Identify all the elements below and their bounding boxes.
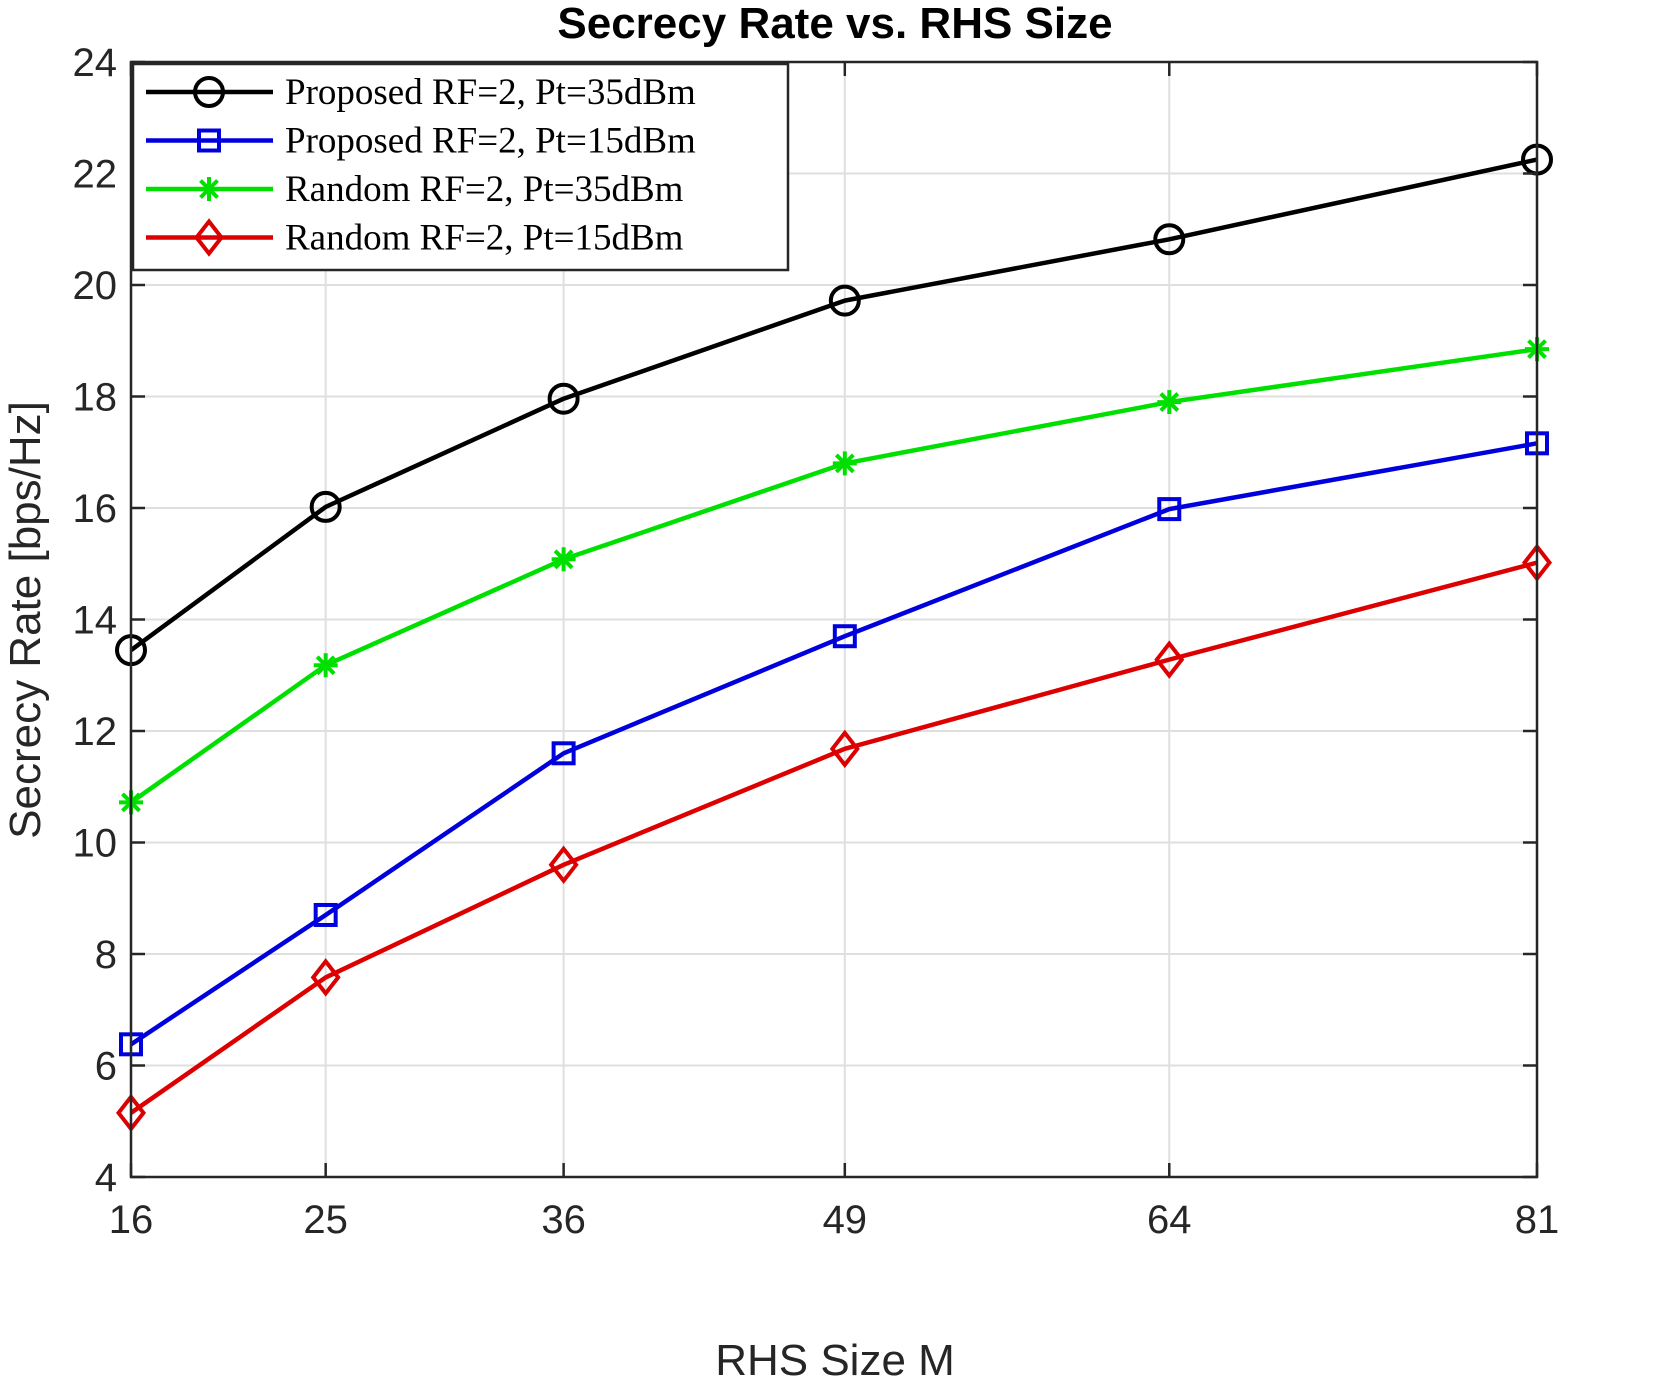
y-tick-label: 8 xyxy=(95,933,117,977)
y-tick-label: 20 xyxy=(73,264,118,308)
series-3 xyxy=(115,543,1553,1133)
chart-title: Secrecy Rate vs. RHS Size xyxy=(557,0,1112,48)
star-stroke xyxy=(315,655,336,676)
data-point xyxy=(310,958,341,997)
legend-label: Random RF=2, Pt=15dBm xyxy=(285,218,684,259)
y-tick-label: 6 xyxy=(95,1045,117,1089)
data-point xyxy=(309,490,342,523)
legend-label: Proposed RF=2, Pt=15dBm xyxy=(285,121,696,162)
data-point xyxy=(829,729,860,769)
star-stroke xyxy=(199,179,219,199)
x-tick-label: 36 xyxy=(541,1198,586,1242)
legend-marker xyxy=(197,177,221,201)
y-tick-label: 22 xyxy=(73,153,118,197)
x-tick-label: 81 xyxy=(1515,1198,1560,1242)
series-line xyxy=(129,441,1538,1047)
star-stroke xyxy=(553,549,574,570)
series-layer xyxy=(115,143,1553,1133)
x-tick-label: 49 xyxy=(823,1198,868,1242)
star-stroke xyxy=(834,453,855,474)
y-tick-label: 10 xyxy=(73,822,118,866)
star-stroke xyxy=(1159,392,1180,412)
legend-marker xyxy=(197,128,221,153)
x-axis-label: RHS Size M xyxy=(715,1336,955,1385)
y-axis-label: Secrecy Rate [bps/Hz] xyxy=(1,401,50,839)
data-point xyxy=(1157,497,1182,522)
legend-item: Proposed RF=2, Pt=35dBm xyxy=(146,72,696,113)
series-line xyxy=(129,560,1538,1115)
data-point xyxy=(1154,640,1185,679)
legend-label: Random RF=2, Pt=35dBm xyxy=(285,169,684,210)
series-line xyxy=(129,346,1538,805)
legend: Proposed RF=2, Pt=35dBm Proposed RF=2, Pt… xyxy=(131,62,790,272)
y-tick-label: 16 xyxy=(73,487,118,531)
axes: 16 25 36 49 64 81 4 6 8 10 12 14 16 18 20 22 24 xyxy=(73,41,1560,1242)
x-tick-label: 64 xyxy=(1147,1198,1192,1242)
legend-item: Proposed RF=2, Pt=15dBm xyxy=(146,121,696,162)
data-point xyxy=(551,547,576,572)
legend-marker xyxy=(193,76,225,108)
y-tick-label: 12 xyxy=(73,710,118,754)
series-line xyxy=(129,157,1538,652)
data-point xyxy=(547,382,580,415)
y-tick-label: 18 xyxy=(73,376,118,420)
legend-item: Random RF=2, Pt=35dBm xyxy=(146,169,684,210)
data-point xyxy=(1157,390,1182,415)
data-point xyxy=(832,451,857,476)
data-point xyxy=(828,284,861,317)
legend-item: Random RF=2, Pt=15dBm xyxy=(146,218,684,259)
data-point xyxy=(1153,223,1186,256)
series-2 xyxy=(119,337,1549,815)
y-tick-label: 4 xyxy=(95,1156,117,1200)
x-tick-label: 25 xyxy=(303,1198,348,1242)
data-point xyxy=(832,624,857,649)
legend-marker xyxy=(193,218,225,257)
data-point xyxy=(551,741,576,766)
data-point xyxy=(313,653,338,678)
legend-label: Proposed RF=2, Pt=35dBm xyxy=(285,72,696,113)
x-tick-label: 16 xyxy=(109,1198,154,1242)
data-point xyxy=(313,902,338,927)
y-tick-label: 24 xyxy=(73,41,118,85)
y-tick-label: 14 xyxy=(73,599,118,643)
data-point xyxy=(548,845,579,885)
